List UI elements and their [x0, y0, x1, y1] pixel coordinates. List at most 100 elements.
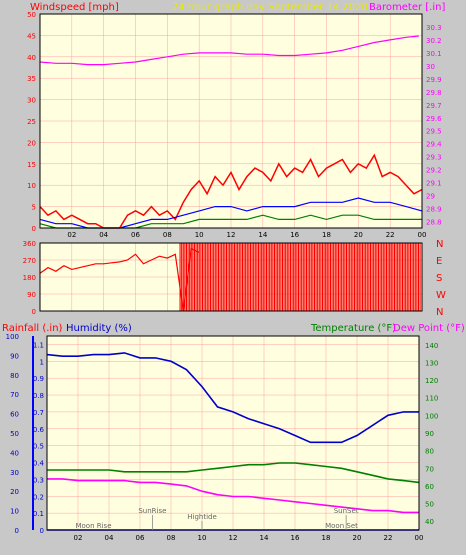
- wind-x-tick-label: 18: [322, 231, 331, 239]
- humidity-x-tick-label: 04: [105, 534, 114, 542]
- barometer-line: [39, 35, 419, 66]
- barometer-y-tick-label: 29.7: [426, 102, 442, 110]
- direction-line: [39, 247, 200, 312]
- wind-y-tick-label: 25: [27, 118, 36, 126]
- annotation-label: SunSet: [334, 507, 359, 515]
- wind-y-tick-label: 30: [27, 97, 36, 105]
- barometer-y-tick-label: 29.9: [426, 76, 442, 84]
- humidity-x-tick-label: 22: [384, 534, 393, 542]
- temp-y-tick-label: 130: [425, 359, 438, 367]
- barometer-y-tick-label: 30.3: [426, 24, 442, 32]
- temp-y-tick-label: 120: [425, 377, 438, 385]
- temperature-line: [47, 462, 420, 484]
- wind-y-tick-label: 15: [27, 161, 36, 169]
- barometer-y-tick-label: 29.3: [426, 154, 442, 162]
- humidity-y-tick-label: 0.5: [33, 443, 44, 451]
- barometer-y-tick-label: 30: [426, 63, 435, 71]
- wind-y-tick-label: 5: [32, 204, 36, 212]
- humidity-line: [46, 352, 419, 444]
- temp-y-tick-label: 40: [425, 518, 434, 526]
- barometer-y-tick-label: 30.1: [426, 50, 442, 58]
- rainfall-label: Rainfall (.in): [2, 323, 63, 334]
- wind-x-tick-label: 08: [163, 231, 172, 239]
- wind-x-tick-label: 14: [258, 231, 267, 239]
- wind-y-tick-label: 45: [27, 32, 36, 40]
- temp-y-tick-label: 80: [425, 448, 434, 456]
- rain-y-tick-label: 10: [10, 508, 19, 516]
- humidity-y-tick-label: 0.9: [33, 375, 44, 383]
- rain-y-tick-label: 30: [10, 469, 19, 477]
- rain-y-tick-label: 70: [10, 391, 19, 399]
- barometer-y-tick-label: 29.6: [426, 115, 442, 123]
- direction-panel-frame: [39, 242, 423, 312]
- humidity-x-tick-label: 08: [167, 534, 176, 542]
- humidity-x-tick-label: 14: [260, 534, 269, 542]
- humidity-y-tick-label: 0.1: [33, 510, 44, 518]
- humidity-label: Humidity (%): [66, 323, 132, 334]
- temp-y-tick-label: 140: [425, 342, 438, 350]
- rain-y-tick-label: 50: [10, 430, 19, 438]
- direction-series: [39, 243, 421, 312]
- humidity-x-tick-label: 16: [291, 534, 300, 542]
- barometer-y-tick-label: 29: [426, 193, 435, 201]
- date-label: 24 hour graph day September 14 2020: [172, 2, 368, 13]
- direction-y-tick-label: 360: [23, 240, 36, 248]
- compass-label: E: [436, 256, 442, 267]
- humidity-x-tick-label: 12: [229, 534, 238, 542]
- compass-label: W: [436, 290, 446, 301]
- humidity-x-tick-label: 02: [74, 534, 83, 542]
- dewpoint-label: Dew Point (°F): [393, 323, 465, 334]
- wind-x-tick-label: 20: [354, 231, 363, 239]
- annotation-label: SunRise: [138, 507, 166, 515]
- barometer-y-tick-label: 29.5: [426, 128, 442, 136]
- wind-x-tick-label: 10: [195, 231, 204, 239]
- humidity-panel-frame: [46, 335, 420, 531]
- wind-y-tick-label: 20: [27, 139, 36, 147]
- annotation-label: Hightide: [187, 513, 217, 521]
- barometer-y-tick-label: 29.4: [426, 141, 442, 149]
- temp-y-tick-label: 100: [425, 412, 438, 420]
- rain-y-tick-label: 20: [10, 488, 19, 496]
- barometer-y-tick-label: 28.8: [426, 219, 442, 227]
- wind-x-tick-label: 00: [418, 231, 427, 239]
- wind-panel-frame: [39, 13, 423, 229]
- temp-y-tick-label: 90: [425, 430, 434, 438]
- rain-y-tick-label: 0: [15, 527, 19, 535]
- wind-x-tick-label: 16: [290, 231, 299, 239]
- annotation-label: Moon Set: [325, 522, 358, 530]
- rain-y-tick-label: 40: [10, 449, 19, 457]
- wind-y-tick-label: 35: [27, 75, 36, 83]
- barometer-label: Barometer [.in]: [369, 2, 445, 13]
- wind-x-tick-label: 12: [227, 231, 236, 239]
- temperature-label: Temperature (°F): [310, 323, 396, 334]
- compass-label: N: [436, 239, 443, 250]
- barometer-y-tick-label: 30.2: [426, 37, 442, 45]
- windspeed-label: Windspeed [mph]: [30, 2, 119, 13]
- humidity-y-tick-label: 0: [40, 527, 44, 535]
- humidity-y-tick-label: 0.3: [33, 476, 44, 484]
- temp-y-tick-label: 50: [425, 501, 434, 509]
- wind-x-tick-label: 04: [99, 231, 108, 239]
- barometer-y-tick-label: 29.1: [426, 180, 442, 188]
- direction-y-tick-label: 90: [27, 291, 36, 299]
- wind-axes: 02 04 06 08 10 12 14 16 18 20 22 000510152025303540…: [27, 11, 442, 239]
- wind-x-tick-label: 02: [67, 231, 76, 239]
- wind-y-tick-label: 0: [32, 225, 36, 233]
- humidity-y-tick-label: 1: [40, 358, 44, 366]
- wind-y-tick-label: 10: [27, 182, 36, 190]
- wind-y-tick-label: 50: [27, 11, 36, 19]
- wind-y-tick-label: 40: [27, 54, 36, 62]
- humidity-y-tick-label: 0.2: [33, 493, 44, 501]
- compass-label: N: [436, 307, 443, 318]
- rain-y-tick-label: 90: [10, 352, 19, 360]
- temp-y-tick-label: 110: [425, 395, 438, 403]
- temp-y-tick-label: 70: [425, 465, 434, 473]
- humidity-y-tick-label: 0.6: [33, 426, 45, 434]
- humidity-y-tick-label: 0.4: [33, 460, 45, 468]
- humidity-y-tick-label: 0.8: [33, 392, 44, 400]
- direction-y-tick-label: 180: [23, 274, 36, 282]
- humidity-y-tick-label: 1.1: [33, 341, 44, 349]
- humidity-x-tick-label: 20: [353, 534, 362, 542]
- direction-y-tick-label: 270: [23, 257, 36, 265]
